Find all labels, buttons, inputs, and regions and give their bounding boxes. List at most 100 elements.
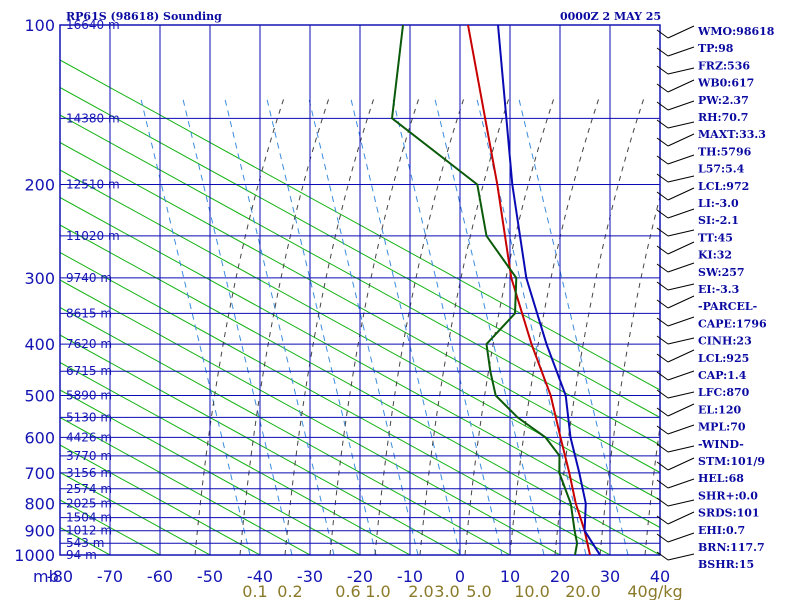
wind-barb [656, 191, 669, 201]
stability-index: STM:101/9 [698, 455, 765, 468]
mixing-ratio-line [181, 94, 293, 555]
stability-index: EL:120 [698, 403, 741, 416]
wind-barb [667, 316, 695, 327]
wind-barb [656, 407, 669, 417]
wind-barb [667, 403, 695, 417]
wind-barb [656, 47, 669, 57]
dry-adiabat [60, 389, 361, 555]
stability-index: -WIND- [698, 438, 744, 451]
dry-adiabat [60, 224, 660, 555]
dry-adiabat [60, 59, 660, 391]
wind-barb [656, 371, 669, 381]
mixing-ratio-tick-label: 0.1 [242, 582, 267, 600]
wind-barb [656, 479, 669, 489]
mixing-ratio-tick-label: 40g/kg [627, 582, 682, 600]
mixing-ratio-tick-label: 5.0 [466, 582, 491, 600]
height-label: 5890 m [66, 388, 112, 402]
wind-barb [656, 173, 669, 183]
wind-barb [656, 209, 669, 219]
mixing-ratio-line [223, 94, 335, 555]
pressure-tick-label: 100 [24, 16, 55, 35]
moist-adiabat [464, 94, 556, 555]
pressure-tick-label: 500 [24, 386, 55, 405]
wind-barb [656, 515, 669, 525]
wind-barb [667, 229, 695, 237]
wind-barb [656, 29, 669, 39]
wind-barb [656, 389, 669, 399]
adiabat-lines [60, 59, 660, 555]
dry-adiabat [60, 141, 660, 474]
stability-index: LCL:925 [698, 352, 749, 365]
mixing-ratio-line [349, 94, 461, 555]
temperature-line [467, 25, 591, 555]
height-label: 2025 m [66, 497, 112, 511]
mixing-ratio-tick-label: 10.0 [514, 582, 550, 600]
mixing-ratio-tick-label: 3.0 [434, 582, 459, 600]
stability-index: WB0:617 [697, 77, 754, 90]
wind-barb [656, 65, 669, 75]
wind-barb [667, 499, 695, 507]
stability-index: SI:-2.1 [698, 214, 739, 227]
wind-barbs [656, 25, 695, 561]
height-label: 12510 m [66, 178, 120, 192]
height-label: 11020 m [66, 229, 120, 243]
wind-barb [667, 46, 695, 57]
wind-barb [667, 241, 695, 255]
stability-index: SHR+:0.0 [698, 489, 758, 502]
height-label: 9740 m [66, 271, 112, 285]
height-label: 1504 m [66, 511, 112, 525]
height-label: 16640 m [66, 18, 120, 32]
moist-adiabat [509, 94, 601, 555]
stability-index: RH:70.7 [698, 111, 748, 124]
temperature-tick-label: 40 [650, 567, 670, 586]
pressure-tick-label: 200 [24, 176, 55, 195]
mixing-ratio-tick-label: 1.0 [365, 582, 390, 600]
mixing-ratio-line [391, 94, 503, 555]
temperature-tick-label: -80 [47, 567, 73, 586]
stability-index: MPL:70 [698, 421, 746, 434]
temperature-tick-label: -70 [97, 567, 123, 586]
wind-barb [667, 532, 695, 543]
height-label: 3156 m [66, 466, 112, 480]
wind-barb [667, 208, 695, 219]
stability-index: PW:2.37 [698, 94, 749, 107]
wind-barb [667, 424, 695, 435]
stability-index: KI:32 [698, 249, 732, 262]
wind-barb [667, 67, 695, 75]
height-label: 5130 m [66, 410, 112, 424]
pressure-unit-label: mb [33, 567, 59, 586]
temperature-tick-label: 10 [500, 567, 520, 586]
height-label: 94 m [66, 548, 97, 562]
pressure-tick-label: 600 [24, 428, 55, 447]
wind-barb [667, 154, 695, 165]
wind-barb [667, 391, 695, 399]
sounding-time: 0000Z 2 MAY 25 [560, 10, 661, 23]
mixing-ratio-tick-label: 2.0 [408, 582, 433, 600]
dry-adiabat [60, 251, 611, 555]
wind-barb [667, 175, 695, 183]
stability-index: BRN:117.7 [698, 541, 765, 554]
wind-barb [667, 133, 695, 147]
temperature-tick-label: 0 [455, 567, 465, 586]
stability-index: LI:-3.0 [698, 197, 739, 210]
mixing-ratio-line [475, 94, 587, 555]
wind-barb [667, 478, 695, 489]
wind-barb [656, 497, 669, 507]
pressure-tick-label: 900 [24, 522, 55, 541]
stability-indices: WMO:98618 TP:98 FRZ:536 WB0:617 PW:2.37 RH:70… [697, 25, 775, 571]
stability-index: TH:5796 [698, 145, 752, 158]
wind-barb [656, 245, 669, 255]
wind-barb [667, 295, 695, 309]
stability-index: MAXT:33.3 [698, 128, 766, 141]
dry-adiabat [60, 444, 261, 555]
temperature-tick-label: 30 [600, 567, 620, 586]
dry-adiabat [60, 114, 660, 446]
temperature-tick-label: -60 [147, 567, 173, 586]
wind-barb [656, 299, 669, 309]
dry-adiabat [60, 361, 411, 555]
wind-barb [667, 283, 695, 291]
wind-barb [667, 262, 695, 273]
pressure-tick-label: 800 [24, 495, 55, 514]
wind-barb [667, 370, 695, 381]
